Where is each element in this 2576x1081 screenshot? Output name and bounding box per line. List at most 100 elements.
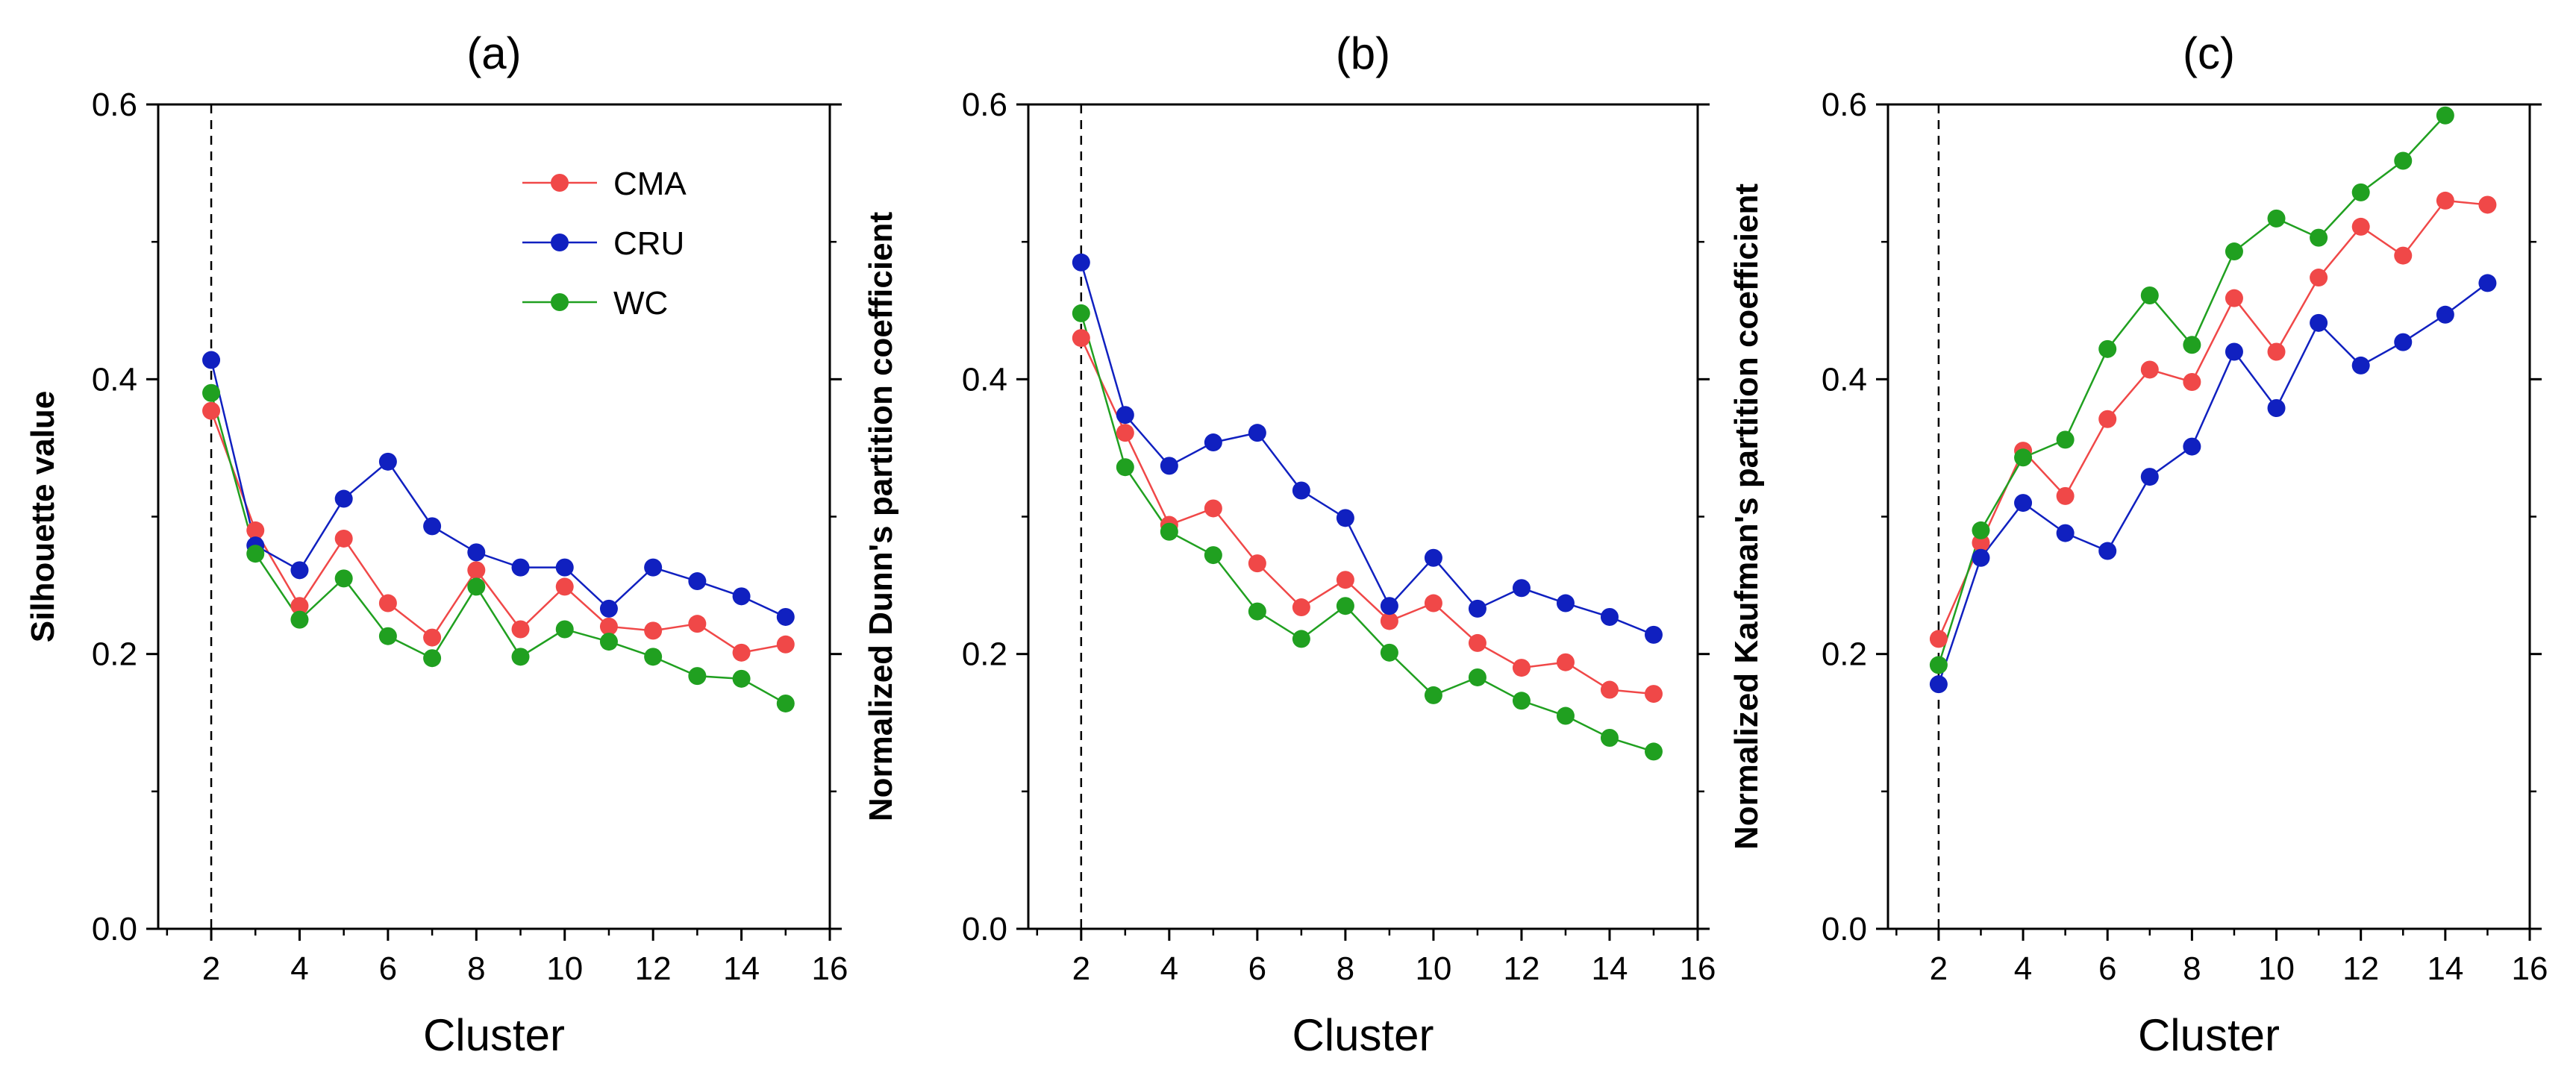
panel-a-point-cru	[467, 543, 486, 562]
panel-c-xtick-label: 8	[2183, 950, 2201, 987]
panel-a-point-wc	[378, 627, 397, 645]
panel-a-point-wc	[246, 545, 265, 563]
panel-c-point-cru	[2098, 542, 2117, 560]
panel-b-xtick-label: 2	[1072, 950, 1090, 987]
panel-b-point-cru	[1204, 433, 1222, 452]
panel-a-point-cma	[776, 635, 795, 654]
panel-c-point-cru	[2478, 274, 2497, 292]
panel-b-point-cru	[1380, 597, 1398, 615]
panel-a-point-cru	[644, 558, 663, 577]
panel-a-legend-marker-cma	[551, 174, 569, 192]
panel-c-point-cma	[2225, 289, 2243, 307]
panel-c-series-line-cma	[1937, 199, 2488, 639]
panel-b-point-wc	[1292, 630, 1310, 648]
panel-a-ytick-label: 0.0	[92, 911, 137, 947]
panel-b-xtick-label: 12	[1503, 950, 1539, 987]
panel-c-point-cma	[2056, 486, 2075, 505]
panel-a-point-cma	[511, 620, 530, 639]
panel-c-point-wc	[2225, 242, 2243, 261]
panel-b-title: (b)	[1336, 28, 1390, 78]
panel-a-point-cru	[732, 587, 751, 606]
panel-a-point-cru	[511, 558, 530, 577]
panel-c-xtick-label: 2	[1930, 950, 1948, 987]
panel-a-series-line-wc	[210, 392, 787, 705]
panel-c-point-wc	[2140, 286, 2159, 304]
panel-c-point-wc	[1972, 521, 1990, 539]
panel-a-legend-label-cma: CMA	[613, 166, 687, 202]
panel-c-point-cma	[2267, 342, 2286, 361]
panel-c-point-cma	[2478, 195, 2497, 214]
panel-b-point-wc	[1556, 706, 1575, 725]
panel-c-xtick-label: 6	[2098, 950, 2116, 987]
panel-a-xtick-label: 10	[546, 950, 583, 987]
panel-c-point-cma	[2351, 217, 2370, 236]
panel-a-point-wc	[644, 648, 663, 666]
panel-b-point-wc	[1424, 686, 1442, 704]
panel-a-point-cma	[688, 615, 707, 633]
panel-a-point-cma	[334, 529, 353, 548]
panel-c-point-cru	[2183, 437, 2201, 456]
panel-a-point-cru	[555, 558, 574, 577]
panel-a-xtick-label: 4	[290, 950, 308, 987]
panel-c-xtick-label: 12	[2342, 950, 2379, 987]
panel-c-point-cma	[2098, 410, 2117, 428]
panel-b-point-cma	[1072, 329, 1090, 348]
panel-a-point-wc	[776, 694, 795, 712]
panel-a-point-cru	[688, 572, 707, 591]
panel-c-xtick-label: 16	[2512, 950, 2548, 987]
panel-a-point-wc	[599, 633, 618, 651]
panel-a-point-cma	[423, 628, 442, 647]
panel-c-frame	[1886, 103, 2531, 930]
panel-b-xtick-label: 6	[1248, 950, 1266, 987]
panel-c-point-cma	[2310, 269, 2328, 287]
panel-a-point-wc	[290, 610, 309, 629]
panel-a-point-cma	[644, 621, 663, 640]
panel-b-ytick-label: 0.6	[962, 87, 1007, 123]
panel-a-point-cma	[467, 561, 486, 580]
panel-a-ytick-label: 0.6	[92, 87, 137, 123]
panel-b-point-wc	[1600, 729, 1619, 748]
panel-a-point-wc	[202, 383, 221, 402]
panel-b-point-cru	[1072, 253, 1090, 272]
panel-a-point-cma	[378, 594, 397, 612]
panel-c-point-wc	[2183, 336, 2201, 354]
panel-b-ytick-label: 0.0	[962, 911, 1007, 947]
panel-c-ytick-label: 0.6	[1822, 87, 1867, 123]
panel-a-xlabel: Cluster	[423, 1010, 565, 1060]
panel-a-frame	[157, 103, 831, 930]
panel-a-point-wc	[511, 648, 530, 666]
panel-c-point-cru	[2310, 313, 2328, 332]
panel-c-title: (c)	[2183, 28, 2235, 78]
panel-a-legend-marker-wc	[551, 293, 569, 311]
panel-c-point-wc	[2267, 209, 2286, 228]
panel-c-point-cma	[1972, 533, 1990, 552]
panel-c-point-cru	[2014, 494, 2033, 513]
panel-c-ylabel: Normalized Kaufman's partition coefficie…	[1728, 184, 1765, 850]
panel-a-point-cru	[599, 599, 618, 618]
panel-c-point-cma	[2140, 360, 2159, 379]
panel-a-point-wc	[334, 569, 353, 588]
panel-b-point-wc	[1336, 597, 1354, 615]
panel-b-point-wc	[1380, 643, 1398, 662]
panel-c-point-cru	[1972, 548, 1990, 567]
panel-a-ytick-label: 0.4	[92, 361, 137, 398]
panel-b-point-wc	[1644, 742, 1663, 761]
panel-c-point-cru	[2267, 399, 2286, 418]
panel-b-point-cma	[1380, 612, 1398, 630]
panel-b-ylabel: Normalized Dunn's partition coefficient	[863, 212, 899, 822]
panel-a-point-cru	[423, 517, 442, 536]
panel-a-point-cru	[776, 607, 795, 626]
panel-b-xtick-label: 10	[1415, 950, 1451, 987]
panel-a-point-cru	[202, 351, 221, 369]
panel-a-point-cru	[334, 489, 353, 508]
panel-a-point-cma	[555, 577, 574, 596]
panel-c-point-cru	[2225, 342, 2243, 361]
panel-b-point-cru	[1468, 599, 1486, 618]
panel-c-point-cru	[2351, 356, 2370, 375]
panel-c-point-wc	[2014, 448, 2033, 467]
panel-b-point-cma	[1292, 598, 1310, 617]
panel-b-ytick-label: 0.4	[962, 361, 1007, 398]
panel-a-xtick-label: 12	[635, 950, 672, 987]
panel-c-point-cru	[2056, 524, 2075, 542]
